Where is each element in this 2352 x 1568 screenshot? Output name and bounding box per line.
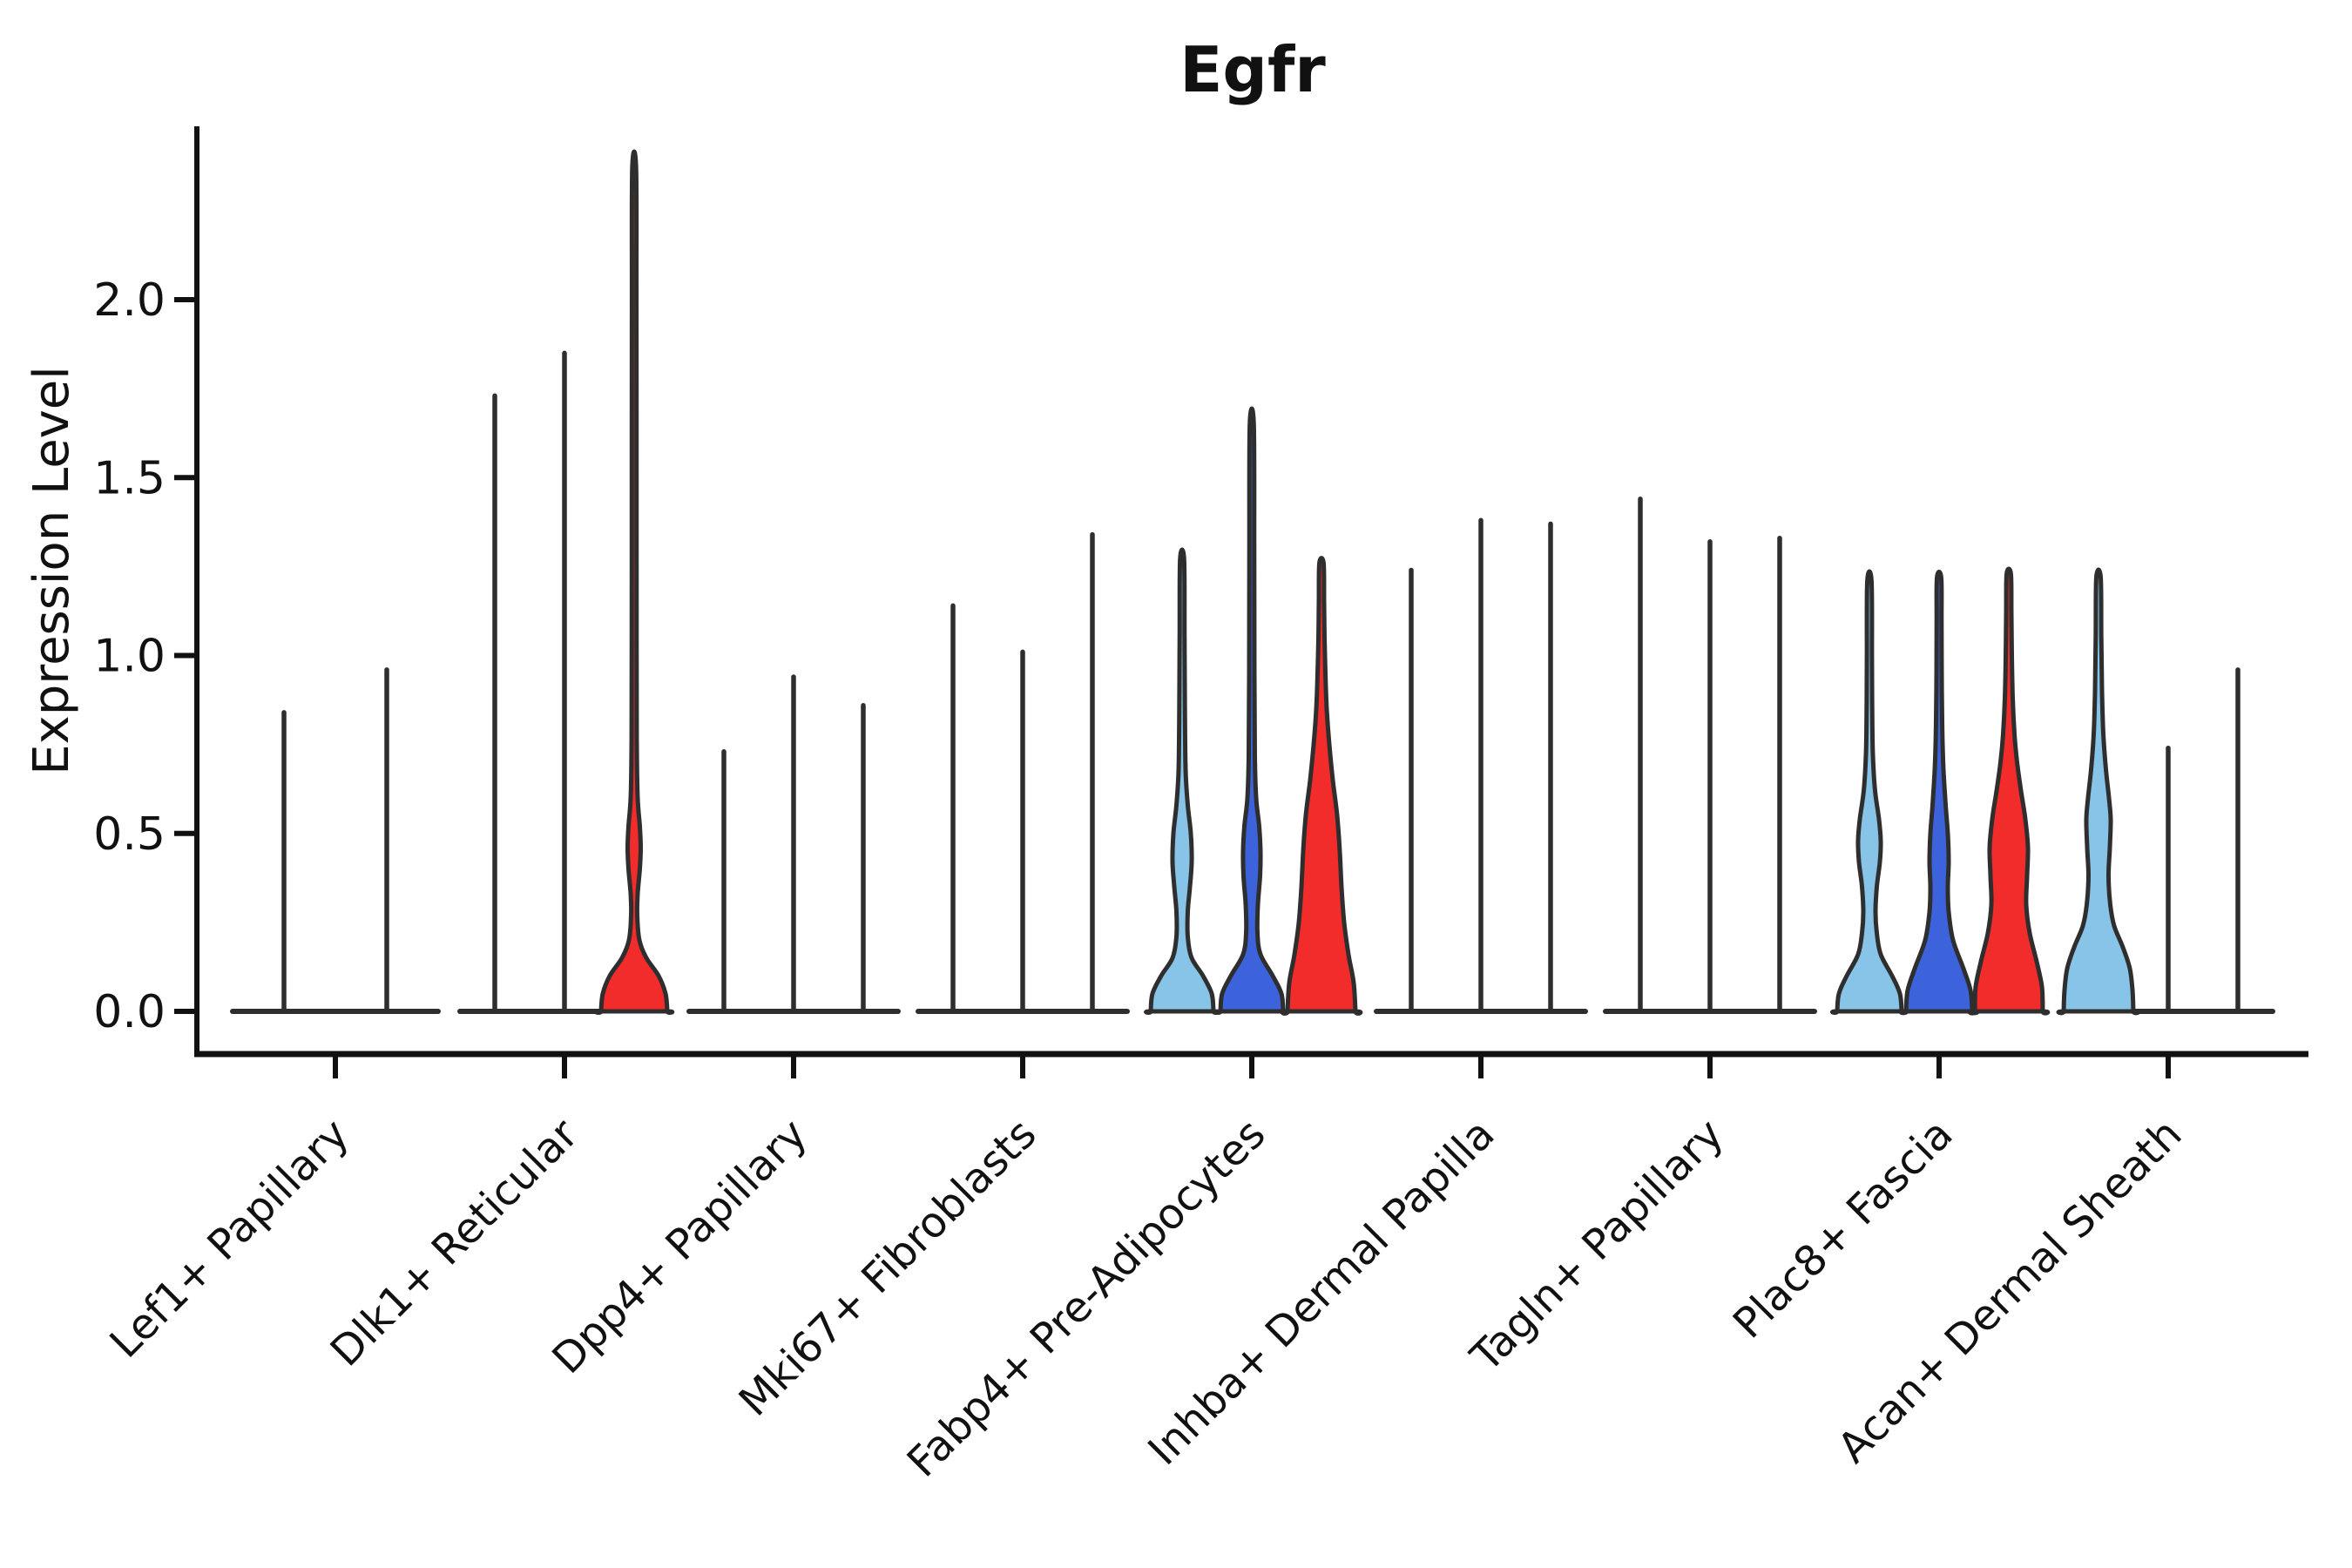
violin-shape [2056,567,2141,1016]
x-axis-label: Tagln+ Papillary [1461,1110,1733,1382]
violin-spike [230,710,338,1014]
violin-spike [756,674,831,1014]
y-tick-label: 0.0 [93,986,166,1038]
violin-shape [1280,556,1363,1016]
violin-spike [826,702,901,1014]
violin-spike [1673,539,1747,1014]
violin-spike [916,603,990,1014]
violin-spike [1742,535,1817,1014]
chart-title: Egfr [1179,33,1326,106]
y-tick-label: 0.5 [93,808,166,861]
violin-spike [2131,745,2206,1014]
violins-layer [230,149,2275,1016]
violin-spike [1603,497,1678,1014]
violin-spike [686,749,761,1014]
x-axis-label: Dlk1+ Reticular [321,1110,588,1376]
violin-spike [1374,567,1449,1014]
violin-shape [1967,566,2051,1016]
violin-spike [527,350,602,1014]
violin-shape [1144,547,1220,1015]
violin-spike [1513,521,1588,1014]
x-axis-label: Lef1+ Papillary [101,1110,359,1368]
violin-spike [457,393,532,1014]
violin-spike [2200,667,2275,1014]
y-tick-label: 1.0 [93,631,166,683]
violin-spike [1055,531,1130,1014]
violin-spike [333,667,441,1014]
violin-spike [985,649,1060,1014]
y-tick-label: 1.5 [93,452,166,504]
violin-shape [1830,569,1909,1015]
x-axis-label: Dpp4+ Papillary [543,1110,816,1383]
violin-shape [593,149,675,1015]
x-axis-label: Plac8+ Fascia [1724,1110,1963,1348]
y-axis-label: Expression Level [24,366,80,775]
violin-shape [1898,570,1980,1016]
violin-spike [1443,517,1518,1014]
axes-layer [174,126,2308,1078]
y-tick-label: 2.0 [93,274,166,327]
violin-shape [1213,406,1290,1015]
